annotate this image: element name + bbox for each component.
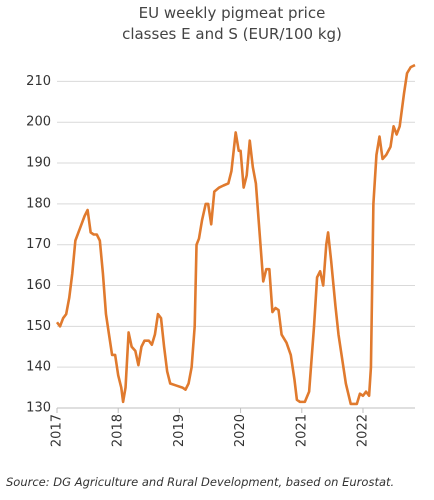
x-tick-label: 2020 (233, 414, 248, 447)
y-tick-label: 180 (26, 196, 51, 211)
y-tick-label: 210 (26, 74, 51, 89)
x-tick-label: 2017 (50, 414, 65, 447)
x-tick-label: 2022 (355, 414, 370, 447)
y-tick-label: 150 (26, 319, 51, 334)
x-tick-label: 2021 (294, 414, 309, 447)
y-tick-label: 170 (26, 237, 51, 252)
source-note: Source: DG Agriculture and Rural Develop… (6, 475, 394, 489)
y-tick-label: 130 (26, 401, 51, 416)
y-tick-label: 200 (26, 115, 51, 130)
price-line (55, 63, 416, 406)
y-tick-label: 190 (26, 156, 51, 171)
y-tick-label: 140 (26, 360, 51, 375)
chart-title: EU weekly pigmeat price (139, 4, 326, 22)
x-tick-label: 2018 (111, 414, 126, 447)
chart-title: classes E and S (EUR/100 kg) (122, 25, 342, 43)
x-tick-label: 2019 (172, 414, 187, 447)
y-tick-label: 160 (26, 278, 51, 293)
